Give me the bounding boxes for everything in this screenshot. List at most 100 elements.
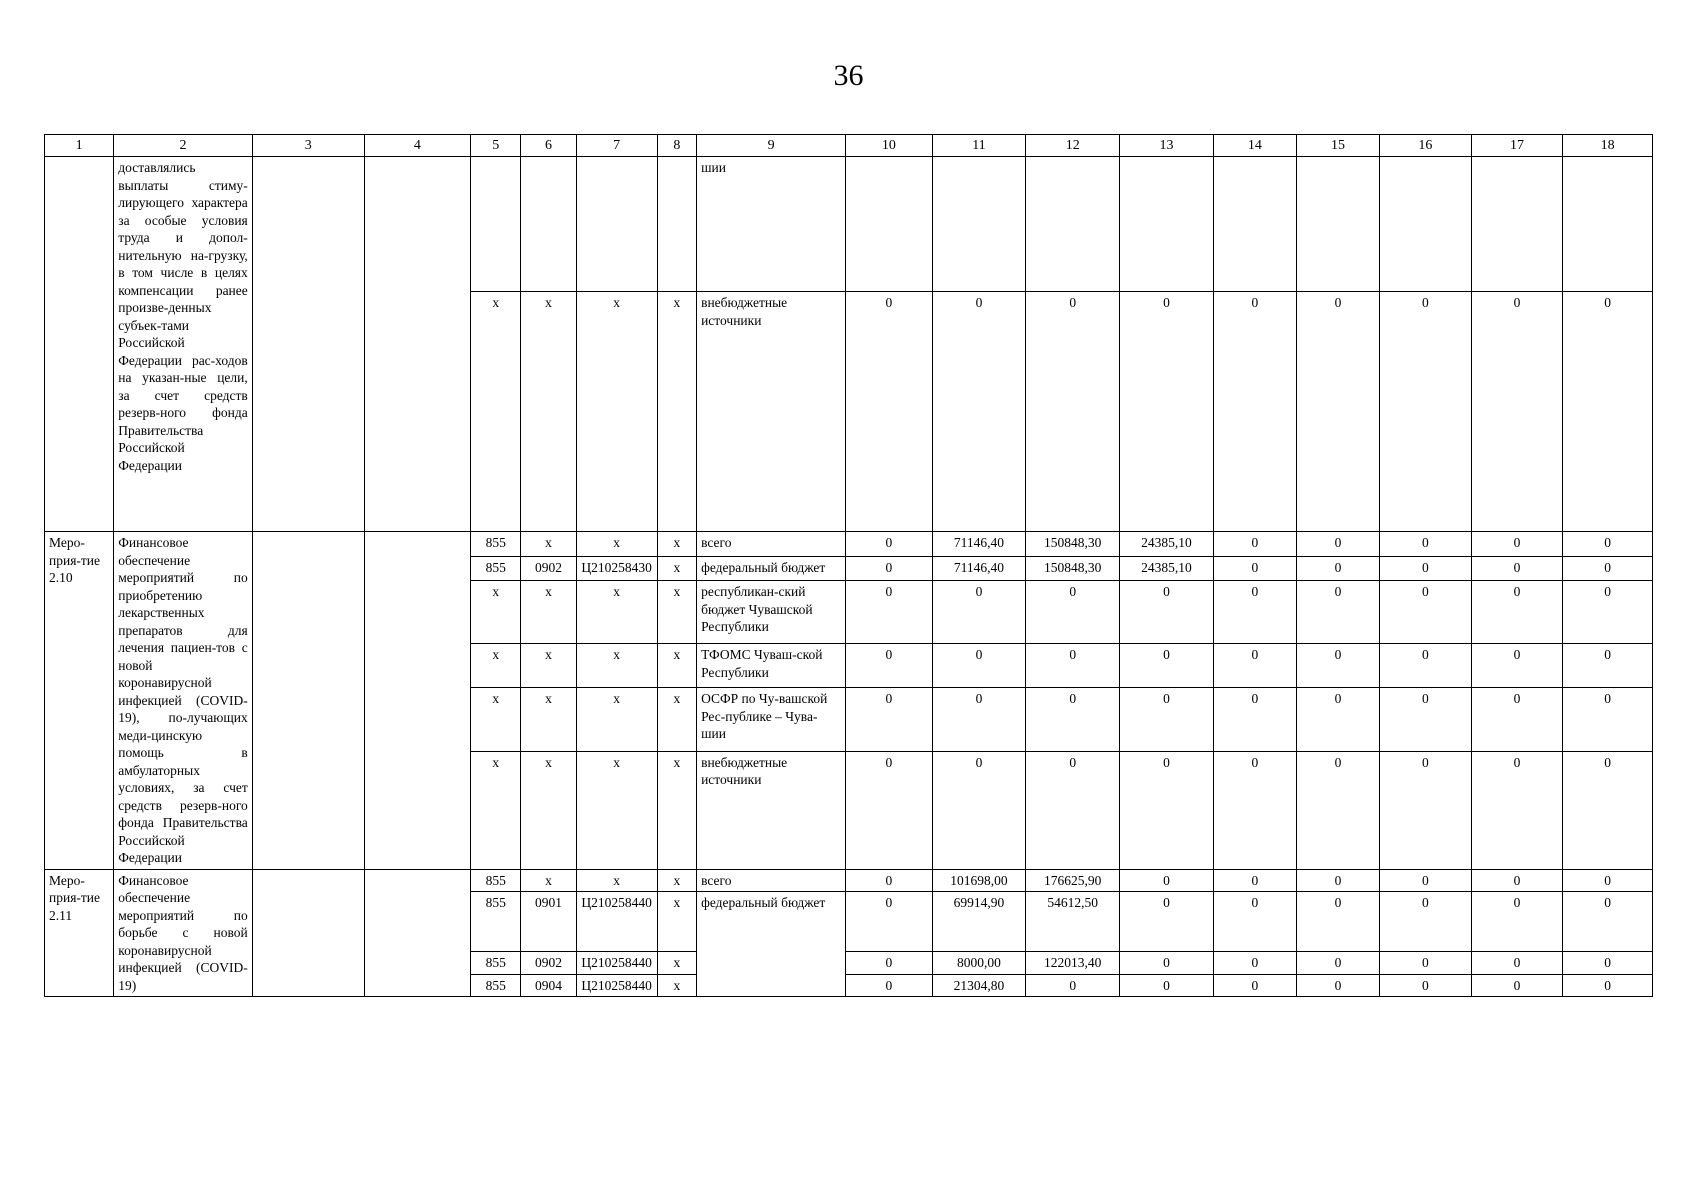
cell-v13: 0 [1119, 643, 1214, 689]
cell-funding-source: ОСФР по Чу-вашской Рес-публике – Чува-ши… [696, 687, 847, 752]
cell-v15: 0 [1295, 291, 1381, 532]
cell-c5: 855 [470, 891, 522, 952]
cell-v11: 0 [931, 643, 1027, 689]
cell-v12: 0 [1025, 973, 1121, 997]
cell-v17: 0 [1470, 531, 1564, 557]
cell-v13 [1119, 156, 1214, 292]
colnum-12: 12 [1025, 134, 1121, 157]
cell-v15: 0 [1295, 868, 1381, 892]
cell-v12: 150848,30 [1025, 555, 1121, 582]
cell-c6: 0902 [520, 555, 577, 582]
cell-c8: x [656, 750, 698, 870]
cell-v12: 0 [1025, 291, 1121, 532]
table-row: доставлялись выплаты стиму-лирующего хар… [43, 156, 1653, 532]
cell-v15: 0 [1295, 951, 1381, 975]
budget-table: 1 2 3 4 5 6 7 8 9 10 11 12 13 14 15 16 1 [43, 134, 1653, 997]
row-description-cell: доставлялись выплаты стиму-лирующего хар… [113, 156, 253, 532]
cell-v18: 0 [1562, 891, 1653, 952]
cell-c5: 855 [470, 531, 522, 557]
cell-c8: x [656, 643, 698, 689]
cell-v17: 0 [1470, 643, 1564, 689]
cell-c8: x [656, 973, 698, 997]
cell-c7: x [575, 531, 658, 557]
cell-c5: x [470, 643, 522, 689]
cell-c7: Ц210258430 [575, 555, 658, 582]
cell-v18: 0 [1562, 531, 1653, 557]
cell-funding-source: всего [696, 868, 847, 892]
cell-v11: 71146,40 [931, 555, 1027, 582]
colnum-7: 7 [575, 134, 658, 157]
cell-c8: x [656, 291, 698, 532]
cell-c5 [470, 156, 522, 292]
cell-v13: 24385,10 [1119, 531, 1214, 557]
cell-funding-source: федеральный бюджет [696, 555, 847, 582]
cell-c5: 855 [470, 555, 522, 582]
colnum-9: 9 [696, 134, 847, 157]
cell-c5: 855 [470, 868, 522, 892]
cell-c5: x [470, 580, 522, 645]
cell-c7 [575, 156, 658, 292]
cell-v16: 0 [1379, 891, 1472, 952]
cell-funding-source: внебюджетные источники [696, 291, 847, 532]
colnum-10: 10 [845, 134, 933, 157]
cell-v18: 0 [1562, 643, 1653, 689]
cell-c7: Ц210258440 [575, 891, 658, 952]
cell-v10: 0 [845, 531, 933, 557]
cell-c8: x [656, 555, 698, 582]
cell-v10: 0 [845, 973, 933, 997]
colnum-16: 16 [1379, 134, 1472, 157]
cell-v11: 101698,00 [931, 868, 1027, 892]
cell-v10: 0 [845, 891, 933, 952]
cell-c6: x [520, 291, 577, 532]
cell-v16: 0 [1379, 580, 1472, 645]
cell-v15: 0 [1295, 973, 1381, 997]
colnum-1: 1 [43, 134, 115, 157]
table-row: 855 0902 Ц210258440 x 0 8000,00 122013,4… [45, 951, 1653, 975]
cell-c6: 0902 [520, 951, 577, 975]
cell-funding-source: шии [696, 156, 847, 292]
cell-v15: 0 [1295, 750, 1381, 870]
cell-v14: 0 [1212, 580, 1297, 645]
cell-c8: x [656, 891, 698, 952]
cell-v18: 0 [1562, 868, 1653, 892]
cell-c7: x [575, 580, 658, 645]
cell-v13: 0 [1119, 951, 1214, 975]
cell-v15: 0 [1295, 687, 1381, 752]
cell-v12 [1025, 156, 1121, 292]
row-code-cell: Меро-прия-тие 2.10 [43, 531, 115, 870]
cell-v16: 0 [1379, 555, 1472, 582]
cell-v13: 0 [1119, 973, 1214, 997]
cell-v12: 0 [1025, 687, 1121, 752]
cell-v12: 122013,40 [1025, 951, 1121, 975]
cell-c7: x [575, 291, 658, 532]
colnum-5: 5 [470, 134, 522, 157]
cell-c6: x [520, 643, 577, 689]
budget-table-container: 1 2 3 4 5 6 7 8 9 10 11 12 13 14 15 16 1 [43, 134, 1653, 997]
colnum-4: 4 [363, 134, 472, 157]
cell-c7: x [575, 750, 658, 870]
cell-v12: 0 [1025, 580, 1121, 645]
cell-c5: 855 [470, 973, 522, 997]
row-executor-cell [251, 156, 365, 532]
cell-c5: x [470, 291, 522, 532]
cell-v10: 0 [845, 555, 933, 582]
colnum-14: 14 [1212, 134, 1297, 157]
table-row: x x x x ОСФР по Чу-вашской Рес-публике –… [45, 687, 1653, 752]
cell-v12: 0 [1025, 643, 1121, 689]
cell-v13: 0 [1119, 891, 1214, 952]
cell-v15: 0 [1295, 531, 1381, 557]
cell-v14: 0 [1212, 750, 1297, 870]
cell-c5: x [470, 687, 522, 752]
cell-v11: 69914,90 [931, 891, 1027, 952]
cell-v14: 0 [1212, 643, 1297, 689]
cell-v17: 0 [1470, 973, 1564, 997]
cell-v18: 0 [1562, 973, 1653, 997]
cell-v16: 0 [1379, 973, 1472, 997]
cell-v17: 0 [1470, 687, 1564, 752]
cell-v11: 0 [931, 291, 1027, 532]
cell-v13: 0 [1119, 868, 1214, 892]
cell-funding-source: внебюджетные источники [696, 750, 847, 870]
cell-v17: 0 [1470, 580, 1564, 645]
column-number-row: 1 2 3 4 5 6 7 8 9 10 11 12 13 14 15 16 1 [43, 134, 1653, 157]
cell-v10: 0 [845, 951, 933, 975]
